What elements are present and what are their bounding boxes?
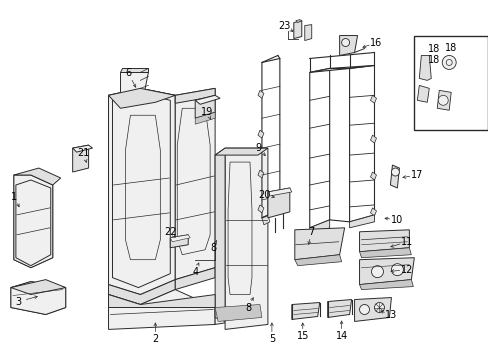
Polygon shape	[170, 235, 190, 242]
Text: 9: 9	[254, 143, 261, 153]
Polygon shape	[195, 95, 220, 104]
Text: 22: 22	[163, 227, 176, 237]
Polygon shape	[436, 90, 450, 110]
Text: 20: 20	[258, 190, 270, 200]
Polygon shape	[327, 300, 351, 318]
Polygon shape	[370, 172, 376, 180]
Circle shape	[437, 95, 447, 105]
Polygon shape	[120, 68, 148, 72]
Polygon shape	[108, 88, 175, 108]
Polygon shape	[14, 168, 61, 185]
Text: 5: 5	[268, 334, 274, 345]
Polygon shape	[215, 148, 224, 321]
Polygon shape	[108, 88, 175, 294]
Text: 17: 17	[410, 170, 423, 180]
Text: 23: 23	[278, 21, 290, 31]
Circle shape	[374, 302, 384, 312]
Polygon shape	[215, 305, 260, 324]
Polygon shape	[11, 280, 65, 294]
Text: 13: 13	[385, 310, 397, 320]
Polygon shape	[370, 95, 376, 103]
Polygon shape	[195, 112, 215, 124]
Polygon shape	[416, 85, 428, 102]
Polygon shape	[291, 302, 319, 319]
Circle shape	[390, 168, 399, 176]
Text: 14: 14	[335, 332, 347, 341]
Text: 6: 6	[125, 68, 131, 78]
Circle shape	[390, 264, 403, 276]
Text: 8: 8	[210, 243, 216, 253]
Polygon shape	[293, 21, 301, 39]
Polygon shape	[370, 135, 376, 143]
Text: 1: 1	[11, 192, 17, 202]
Text: 8: 8	[244, 302, 250, 312]
Polygon shape	[349, 215, 374, 228]
Text: 3: 3	[16, 297, 22, 306]
Polygon shape	[16, 180, 51, 266]
Polygon shape	[267, 188, 291, 196]
Polygon shape	[175, 268, 215, 289]
Text: 15: 15	[296, 332, 308, 341]
Polygon shape	[120, 72, 148, 118]
Polygon shape	[108, 289, 215, 329]
Polygon shape	[389, 165, 399, 188]
Polygon shape	[294, 228, 344, 260]
Circle shape	[441, 55, 455, 69]
Polygon shape	[11, 282, 65, 315]
Text: 2: 2	[152, 334, 158, 345]
Polygon shape	[258, 90, 264, 98]
Polygon shape	[215, 148, 267, 155]
Polygon shape	[14, 175, 53, 268]
Polygon shape	[304, 24, 311, 41]
Polygon shape	[11, 282, 65, 315]
Polygon shape	[73, 145, 88, 172]
Polygon shape	[258, 205, 264, 213]
Polygon shape	[309, 66, 374, 72]
Text: 11: 11	[401, 237, 413, 247]
Polygon shape	[339, 36, 357, 55]
Polygon shape	[215, 305, 262, 321]
Polygon shape	[170, 235, 188, 248]
Polygon shape	[258, 170, 264, 178]
Polygon shape	[108, 280, 175, 305]
Polygon shape	[359, 230, 408, 252]
Polygon shape	[267, 188, 289, 218]
Polygon shape	[294, 255, 341, 266]
Text: 19: 19	[201, 107, 213, 117]
Text: 4: 4	[192, 267, 198, 276]
Polygon shape	[224, 148, 267, 329]
Circle shape	[341, 39, 349, 46]
Polygon shape	[419, 55, 430, 80]
Polygon shape	[262, 215, 269, 225]
Polygon shape	[359, 258, 413, 285]
Polygon shape	[258, 130, 264, 138]
Text: 18: 18	[427, 55, 440, 66]
Polygon shape	[295, 20, 301, 23]
Polygon shape	[14, 175, 53, 268]
Polygon shape	[359, 280, 412, 289]
Text: 21: 21	[77, 148, 90, 158]
Text: 10: 10	[390, 215, 403, 225]
Text: 7: 7	[308, 227, 314, 237]
Polygon shape	[108, 88, 175, 294]
Polygon shape	[195, 95, 215, 118]
Bar	[413, 36, 487, 130]
Polygon shape	[108, 294, 215, 307]
Polygon shape	[354, 298, 390, 321]
Polygon shape	[309, 220, 329, 236]
Polygon shape	[359, 248, 410, 258]
Polygon shape	[175, 88, 215, 280]
Text: 18: 18	[427, 44, 440, 54]
Polygon shape	[112, 92, 170, 288]
Circle shape	[359, 305, 369, 315]
Text: 12: 12	[400, 265, 413, 275]
Circle shape	[371, 266, 383, 278]
Polygon shape	[175, 88, 215, 103]
Polygon shape	[370, 208, 376, 216]
Polygon shape	[73, 145, 92, 152]
Text: 16: 16	[369, 37, 382, 48]
Text: 18: 18	[444, 42, 456, 53]
